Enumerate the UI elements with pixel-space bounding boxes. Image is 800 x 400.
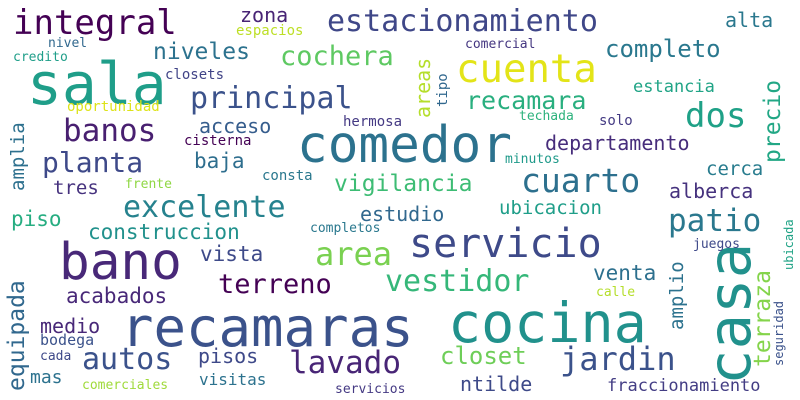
word-areas: areas bbox=[411, 57, 435, 118]
word-cuarto: cuarto bbox=[521, 161, 641, 200]
word-frente: frente bbox=[125, 177, 172, 192]
word-minutos: minutos bbox=[505, 152, 560, 167]
word-estacionamiento: estacionamiento bbox=[327, 4, 598, 39]
word-alberca: alberca bbox=[669, 179, 754, 203]
word-comerciales: comerciales bbox=[82, 378, 169, 393]
word-terreno: terreno bbox=[218, 269, 332, 300]
word-nivel: nivel bbox=[48, 36, 88, 51]
word-pisos: pisos bbox=[198, 344, 259, 368]
word-piso: piso bbox=[11, 207, 62, 231]
word-amplia: amplia bbox=[7, 122, 29, 191]
word-vista: vista bbox=[200, 242, 264, 266]
word-comercial: comercial bbox=[465, 37, 536, 52]
word-zona: zona bbox=[240, 3, 289, 27]
word-recamara: recamara bbox=[466, 86, 587, 115]
word-integral: integral bbox=[13, 3, 177, 43]
word-visitas: visitas bbox=[199, 370, 267, 389]
word-excelente: excelente bbox=[123, 190, 286, 225]
word-patio: patio bbox=[668, 203, 762, 239]
word-vestidor: vestidor bbox=[385, 264, 530, 299]
word-servicios: servicios bbox=[335, 382, 406, 397]
word-principal: principal bbox=[190, 81, 353, 116]
word-departamento: departamento bbox=[545, 131, 690, 155]
word-autos: autos bbox=[82, 342, 173, 377]
word-completo: completo bbox=[605, 35, 721, 63]
word-estudio: estudio bbox=[360, 202, 445, 226]
word-ubicada: ubicada bbox=[782, 219, 796, 270]
word-estancia: estancia bbox=[633, 77, 715, 97]
word-consta: consta bbox=[262, 168, 313, 184]
word-amplio: amplio bbox=[666, 261, 688, 330]
word-sala: sala bbox=[27, 50, 167, 118]
word-mas: mas bbox=[30, 367, 63, 388]
word-alta: alta bbox=[725, 8, 774, 32]
word-planta: planta bbox=[42, 146, 144, 179]
word-recamaras: recamaras bbox=[121, 296, 414, 359]
word-acabados: acabados bbox=[66, 284, 168, 308]
word-juegos: juegos bbox=[693, 237, 740, 252]
word-banos: banos bbox=[63, 113, 157, 149]
word-vigilancia: vigilancia bbox=[334, 171, 473, 197]
word-cerca: cerca bbox=[706, 158, 764, 180]
word-fraccionamiento: fraccionamiento bbox=[607, 376, 761, 396]
word-oportunidad: oportunidad bbox=[67, 99, 160, 115]
word-completos: completos bbox=[310, 221, 381, 236]
word-espacios: espacios bbox=[236, 23, 304, 39]
word-closets: closets bbox=[165, 67, 225, 83]
word-bodega: bodega bbox=[40, 331, 95, 349]
word-construccion: construccion bbox=[88, 220, 240, 244]
word-niveles: niveles bbox=[153, 39, 250, 65]
word-tipo: tipo bbox=[435, 73, 451, 107]
word-venta: venta bbox=[593, 261, 657, 285]
word-jardin: jardin bbox=[560, 340, 676, 378]
word-hermosa: hermosa bbox=[343, 114, 403, 130]
word-solo: solo bbox=[599, 113, 633, 129]
word-baja: baja bbox=[194, 149, 245, 173]
word-closet: closet bbox=[440, 342, 527, 370]
word-cada: cada bbox=[40, 349, 72, 364]
word-cochera: cochera bbox=[280, 41, 394, 72]
word-cisterna: cisterna bbox=[184, 133, 252, 149]
word-equipada: equipada bbox=[4, 280, 30, 391]
word-tres: tres bbox=[53, 177, 99, 199]
word-servicio: servicio bbox=[409, 221, 602, 267]
word-comedor: comedor bbox=[297, 116, 512, 175]
word-area: area bbox=[315, 235, 393, 273]
word-bano: bano bbox=[59, 233, 182, 292]
word-cocina: cocina bbox=[448, 291, 647, 355]
word-dos: dos bbox=[685, 96, 747, 136]
word-credito: credito bbox=[13, 50, 68, 65]
word-techada: techada bbox=[519, 109, 574, 124]
word-precio: precio bbox=[760, 79, 786, 163]
word-seguridad: seguridad bbox=[772, 300, 786, 366]
word-calle: calle bbox=[596, 285, 636, 300]
word-lavado: lavado bbox=[289, 345, 401, 381]
word-ntilde: ntilde bbox=[460, 372, 533, 396]
word-ubicacion: ubicacion bbox=[499, 197, 602, 219]
word-acceso: acceso bbox=[199, 114, 272, 138]
word-medio: medio bbox=[40, 314, 101, 338]
word-cuenta: cuenta bbox=[456, 47, 597, 92]
